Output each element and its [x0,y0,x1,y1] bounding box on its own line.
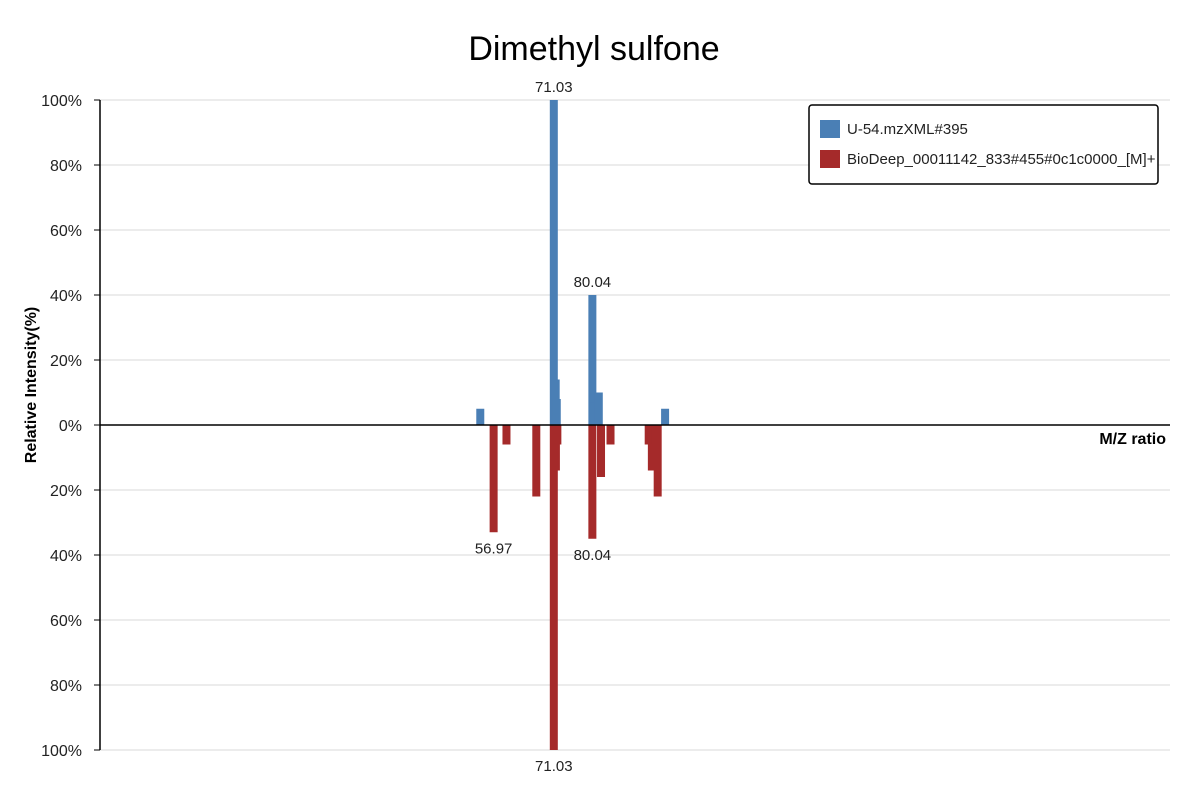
peak-bar [549,100,558,425]
peak-bar [597,425,606,477]
y-tick-label: 100% [41,93,82,110]
legend: U-54.mzXML#395 BioDeep_00011142_833#455#… [808,104,1159,185]
legend-box [808,104,1159,185]
peak-bar [502,425,511,445]
peak-bar [553,425,562,445]
peak-labels: 71.03 80.04 56.97 80.04 71.03 [475,79,611,775]
y-tick-label: 40% [50,288,82,305]
legend-swatch-query [820,120,840,138]
peak-bar [588,295,597,425]
peak-bar [588,425,597,539]
legend-swatch-reference [820,150,840,168]
chart-title: Dimethyl sulfone [468,30,719,68]
peak-bar [476,408,485,425]
peak-bar [551,425,560,471]
peak-bar [590,402,599,425]
peak-label: 56.97 [475,540,513,557]
y-tick-label: 60% [50,223,82,240]
peak-bar [606,425,615,445]
peak-bars [476,100,670,750]
peak-bar [549,425,558,750]
peak-bar [647,425,656,471]
peak-label: 80.04 [574,274,612,291]
y-tick-label: 80% [50,158,82,175]
y-axis-title: Relative Intensity(%) [23,307,40,463]
y-tick-label: 80% [50,678,82,695]
peak-bar [653,425,662,497]
peak-bar [661,408,670,425]
y-tick-label: 20% [50,353,82,370]
y-tick-label: 40% [50,548,82,565]
peak-bar [651,425,660,445]
peak-bar [532,425,541,497]
y-axis-ticks: 100% 80% 60% 40% 20% 0% 20% 40% 60% 80% 100% [41,93,100,760]
gridlines [100,99,1170,751]
y-tick-label: 0% [59,418,82,435]
y-tick-label: 60% [50,613,82,630]
peak-bar [594,392,603,425]
peak-bar [552,399,561,425]
peak-label: 80.04 [574,547,612,564]
y-tick-label: 20% [50,483,82,500]
peak-bar [489,425,498,533]
x-axis-title: M/Z ratio [1099,431,1166,448]
y-tick-label: 100% [41,743,82,760]
legend-label-query: U-54.mzXML#395 [847,121,968,138]
peak-label: 71.03 [535,79,573,96]
legend-label-reference: BioDeep_00011142_833#455#0c1c0000_[M]+ [847,151,1156,168]
peak-label: 71.03 [535,758,573,775]
